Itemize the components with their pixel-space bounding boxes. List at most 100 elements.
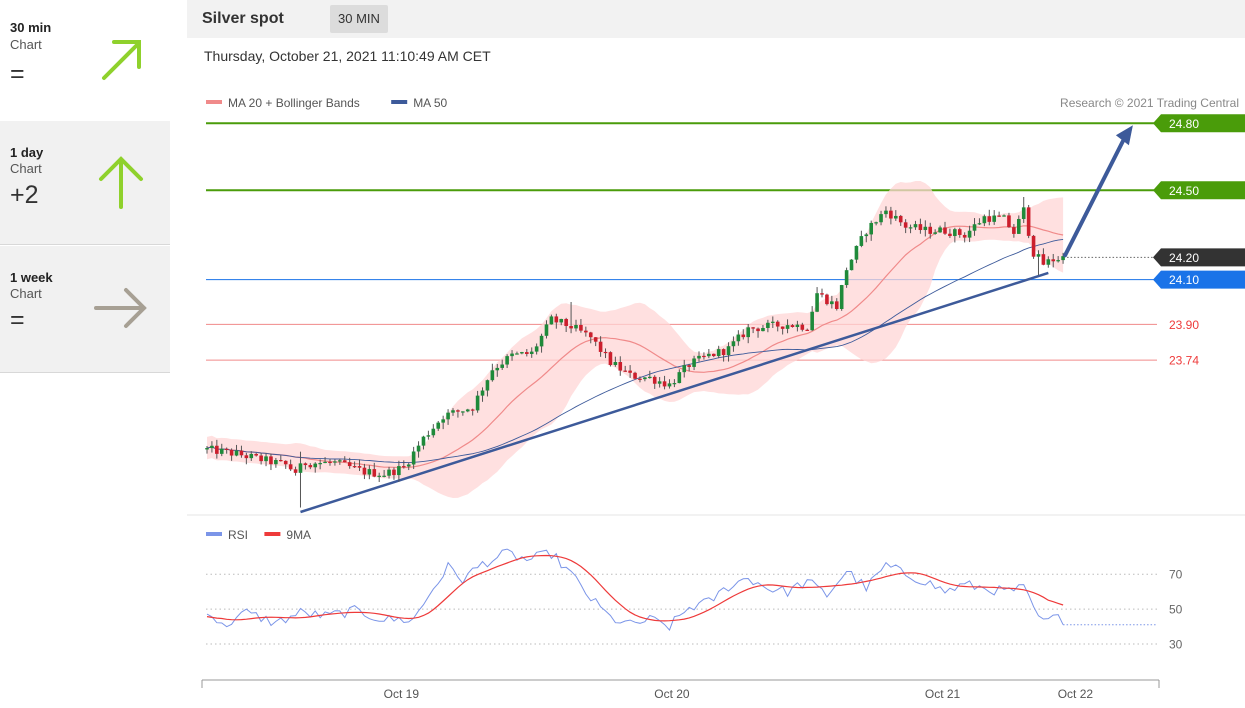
candle-body xyxy=(446,412,450,420)
candle xyxy=(854,245,859,264)
candle xyxy=(1061,252,1065,264)
candle xyxy=(746,323,750,344)
candle xyxy=(933,229,937,235)
candle xyxy=(584,326,588,337)
candle-body xyxy=(613,362,618,365)
candle-body xyxy=(711,353,716,357)
candle xyxy=(205,446,209,454)
candle xyxy=(1046,256,1051,268)
candle xyxy=(839,284,844,311)
candle xyxy=(342,456,347,463)
candle-body xyxy=(279,460,283,462)
candle xyxy=(731,336,736,352)
candle xyxy=(411,446,416,469)
candle xyxy=(618,356,623,376)
candle xyxy=(520,351,524,355)
candle xyxy=(613,356,618,367)
candle xyxy=(1036,250,1041,276)
candle-body xyxy=(997,215,1001,217)
candle-body xyxy=(347,462,352,467)
candle xyxy=(889,206,893,225)
candle xyxy=(598,336,603,357)
candle xyxy=(318,459,322,470)
candle xyxy=(1031,234,1036,259)
timeframe-badge[interactable]: 30 MIN xyxy=(330,5,388,33)
candle-body xyxy=(234,450,239,456)
rsi-tick-50: 50 xyxy=(1169,603,1183,617)
candle-body xyxy=(879,214,883,223)
candle xyxy=(849,259,854,271)
candle-body xyxy=(264,456,268,462)
candle xyxy=(279,455,283,462)
candle-body xyxy=(387,469,391,476)
price-tag-24.10 xyxy=(1153,270,1245,289)
candle xyxy=(549,314,554,325)
rsi-line xyxy=(206,548,1064,632)
candle-body xyxy=(662,381,667,387)
candle xyxy=(426,430,431,440)
timeframe-card-1week[interactable]: 1 week Chart = xyxy=(0,246,170,373)
legend-swatch xyxy=(391,100,408,104)
candle-body xyxy=(766,322,770,328)
candle-body xyxy=(736,334,741,342)
candle-body xyxy=(525,352,529,354)
candle xyxy=(392,467,396,480)
candle xyxy=(775,320,780,332)
candle-body xyxy=(1012,227,1016,234)
candle xyxy=(239,445,244,458)
candle xyxy=(1026,204,1031,239)
candle-body xyxy=(756,328,760,332)
candle-body xyxy=(441,419,445,423)
candle xyxy=(633,371,637,380)
candle-body xyxy=(1002,215,1006,217)
candle-body xyxy=(948,233,952,237)
candle-body xyxy=(869,222,873,235)
price-tag-24.50 xyxy=(1153,181,1245,200)
candle xyxy=(569,302,573,334)
candle xyxy=(283,460,288,469)
candle-body xyxy=(800,324,805,330)
candle-body xyxy=(603,351,608,354)
candle xyxy=(382,469,386,478)
timeframe-card-1day[interactable]: 1 day Chart +2 xyxy=(0,121,170,245)
rsi-legend-swatch xyxy=(206,532,222,536)
candle xyxy=(470,408,475,416)
candle-body xyxy=(574,324,578,329)
candle xyxy=(815,287,819,313)
candle-body xyxy=(957,229,962,235)
candle xyxy=(977,218,982,225)
candle-body xyxy=(274,460,278,465)
candle xyxy=(1017,215,1021,234)
candle-body xyxy=(825,294,829,305)
candle xyxy=(559,318,564,326)
candle xyxy=(805,328,810,331)
candle-body xyxy=(790,325,795,328)
price-label-24.50: 24.50 xyxy=(1169,184,1199,198)
candle-body xyxy=(382,475,386,477)
candle xyxy=(943,221,947,235)
timeframe-card-30min[interactable]: 30 min Chart = xyxy=(0,0,170,124)
candle-body xyxy=(982,216,987,224)
candle xyxy=(766,319,770,333)
candle xyxy=(790,324,795,328)
timeframe-sidebar: 30 min Chart = 1 day Chart +2 1 week Cha… xyxy=(0,0,170,373)
candle-body xyxy=(849,259,854,271)
price-chart[interactable]: 24.80 24.50 24.20 24.10 23.90 23.74 70 50 30 Oc… xyxy=(187,0,1245,708)
candle-body xyxy=(1046,259,1051,265)
candle xyxy=(913,220,918,230)
candle xyxy=(603,348,608,359)
candle-body xyxy=(815,293,819,312)
candle xyxy=(244,452,249,465)
candle-body xyxy=(308,465,313,468)
candle-body xyxy=(470,409,475,411)
candle-body xyxy=(795,324,800,328)
candle xyxy=(451,408,455,416)
candle xyxy=(352,461,357,468)
candle-body xyxy=(702,355,706,358)
candle xyxy=(387,466,391,479)
candle xyxy=(687,363,691,372)
projection-arrow-shaft xyxy=(1063,135,1127,258)
candle xyxy=(564,317,568,333)
chart-timestamp: Thursday, October 21, 2021 11:10:49 AM C… xyxy=(204,48,491,64)
candle-body xyxy=(1017,218,1021,234)
